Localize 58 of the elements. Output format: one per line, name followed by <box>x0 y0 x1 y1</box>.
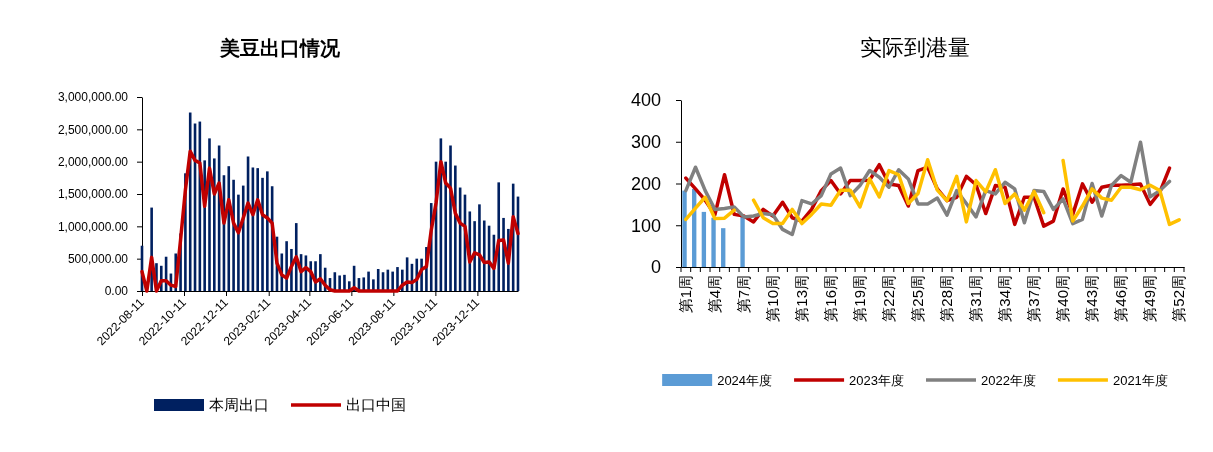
legend-label: 2021年度 <box>1112 372 1168 388</box>
bar <box>391 271 394 291</box>
y-tick-label: 200 <box>630 173 661 194</box>
legend-label: 本周出口 <box>209 396 269 414</box>
bar <box>449 145 452 291</box>
chart-title: 美豆出口情况 <box>219 37 341 59</box>
y-tick-label: 0 <box>650 257 661 278</box>
bar <box>482 220 486 291</box>
x-tick-label: 第10周 <box>764 275 782 322</box>
y-tick-label: 2,000,000.00 <box>57 155 129 170</box>
bar <box>237 194 240 291</box>
x-tick-label: 第16周 <box>822 275 840 322</box>
y-tick-label: 100 <box>630 215 661 236</box>
y-tick-label: 500,000.00 <box>67 252 129 267</box>
y-tick-label: 300 <box>630 132 661 153</box>
bar <box>213 158 216 291</box>
bar <box>367 271 370 291</box>
bar <box>261 177 264 291</box>
y-tick-label: 1,500,000.00 <box>57 187 129 202</box>
legend-label: 2023年度 <box>849 372 904 388</box>
legend-label: 2024年度 <box>717 372 773 388</box>
bar <box>721 228 726 267</box>
x-tick-label: 第28周 <box>938 275 956 322</box>
x-tick-label: 第4周 <box>706 275 724 314</box>
legend-label: 2022年度 <box>981 372 1036 388</box>
x-tick-label: 第49周 <box>1141 275 1159 322</box>
x-tick-label: 第19周 <box>851 275 869 322</box>
bar <box>682 190 687 267</box>
x-tick-label: 第40周 <box>1054 275 1072 322</box>
y-tick-label: 1,000,000.00 <box>57 219 129 234</box>
chart-title: 实际到港量 <box>860 35 970 60</box>
bar <box>188 112 192 291</box>
bar <box>740 216 745 267</box>
y-tick-label: 2,500,000.00 <box>57 122 129 137</box>
bar <box>256 168 259 291</box>
bar <box>473 221 476 291</box>
x-tick-label: 第7周 <box>735 275 753 314</box>
x-tick-label: 第37周 <box>1025 275 1043 322</box>
y-tick-label: 400 <box>630 90 661 111</box>
x-tick-label: 第31周 <box>967 275 985 322</box>
bar <box>444 161 447 291</box>
x-tick-label: 第13周 <box>793 275 811 322</box>
bar <box>711 217 716 267</box>
bar <box>241 185 245 291</box>
x-tick-label: 第43周 <box>1083 275 1101 322</box>
y-tick-label: 3,000,000.00 <box>57 90 129 105</box>
x-tick-label: 第34周 <box>996 275 1014 322</box>
x-tick-label: 第46周 <box>1112 275 1130 322</box>
x-tick-label: 第1周 <box>677 275 695 314</box>
x-tick-label: 第52周 <box>1170 275 1188 322</box>
bar <box>266 171 269 291</box>
bar <box>376 269 380 291</box>
x-tick-label: 第25周 <box>909 275 927 322</box>
bar <box>478 204 481 291</box>
x-tick-label: 第22周 <box>880 275 898 322</box>
bar <box>701 211 707 267</box>
legend-label: 出口中国 <box>346 396 406 414</box>
y-tick-label: 0.00 <box>104 284 129 299</box>
